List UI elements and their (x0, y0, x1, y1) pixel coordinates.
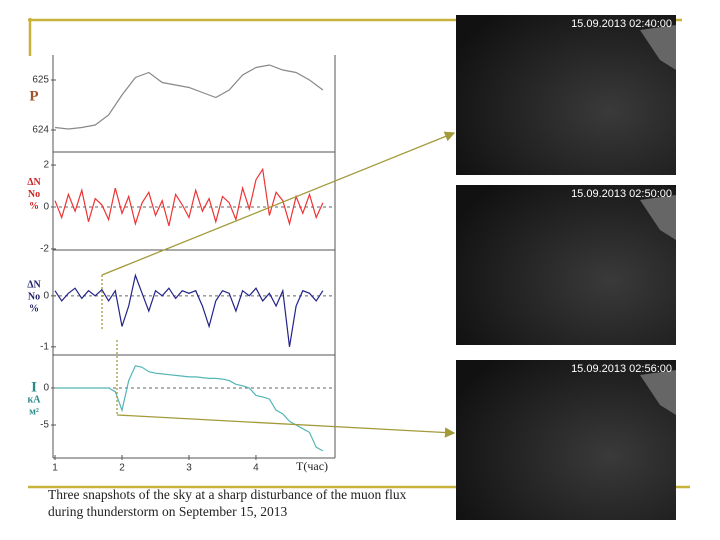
x-tick-label: 1 (52, 463, 58, 474)
data-line (54, 64, 324, 130)
snapshot-timestamp: 15.09.2013 02:40:00 (571, 18, 672, 30)
x-tick-label: 4 (253, 463, 259, 474)
y-tick-label: 0 (43, 290, 49, 301)
data-line (54, 167, 324, 227)
snapshot-image (456, 15, 676, 175)
y-axis-label: I (31, 379, 37, 395)
arrow (101, 131, 456, 276)
y-tick-label: 625 (32, 75, 49, 86)
building-edge (640, 195, 676, 240)
y-axis-label: ΔN (27, 279, 41, 290)
caption: Three snapshots of the sky at a sharp di… (48, 487, 407, 519)
x-axis-label: T(час) (296, 459, 328, 473)
y-tick-label: -1 (40, 341, 49, 352)
snapshot-image (456, 185, 676, 345)
y-tick-label: 0 (43, 202, 49, 213)
y-tick-label: 624 (32, 125, 49, 136)
y-axis-label: ΔN (27, 177, 41, 188)
y-tick-label: -5 (40, 420, 49, 431)
arrow (116, 414, 456, 438)
pointer-arrows (101, 131, 456, 438)
data-line (54, 273, 324, 347)
y-axis-label: % (29, 303, 39, 314)
y-axis-label: No (28, 291, 40, 302)
y-axis-label: м² (29, 406, 39, 417)
snapshot-timestamp: 15.09.2013 02:56:00 (571, 363, 672, 375)
x-tick-label: 3 (186, 463, 192, 474)
data-line (55, 365, 324, 452)
snapshot-timestamp: 15.09.2013 02:50:00 (571, 188, 672, 200)
y-axis-label: No (28, 189, 40, 200)
y-axis-label: % (29, 201, 39, 212)
y-axis-label: кА (28, 394, 42, 405)
y-axis-label: P (29, 88, 38, 104)
x-tick-label: 2 (119, 463, 125, 474)
y-tick-label: 2 (43, 160, 49, 171)
snapshots: 15.09.2013 02:40:00 15.09.2013 02:50:00 15… (456, 15, 676, 520)
y-tick-label: 0 (43, 383, 49, 394)
snapshot-image (456, 360, 676, 520)
building-edge (640, 370, 676, 415)
y-tick-label: -2 (40, 244, 49, 255)
building-edge (640, 25, 676, 70)
